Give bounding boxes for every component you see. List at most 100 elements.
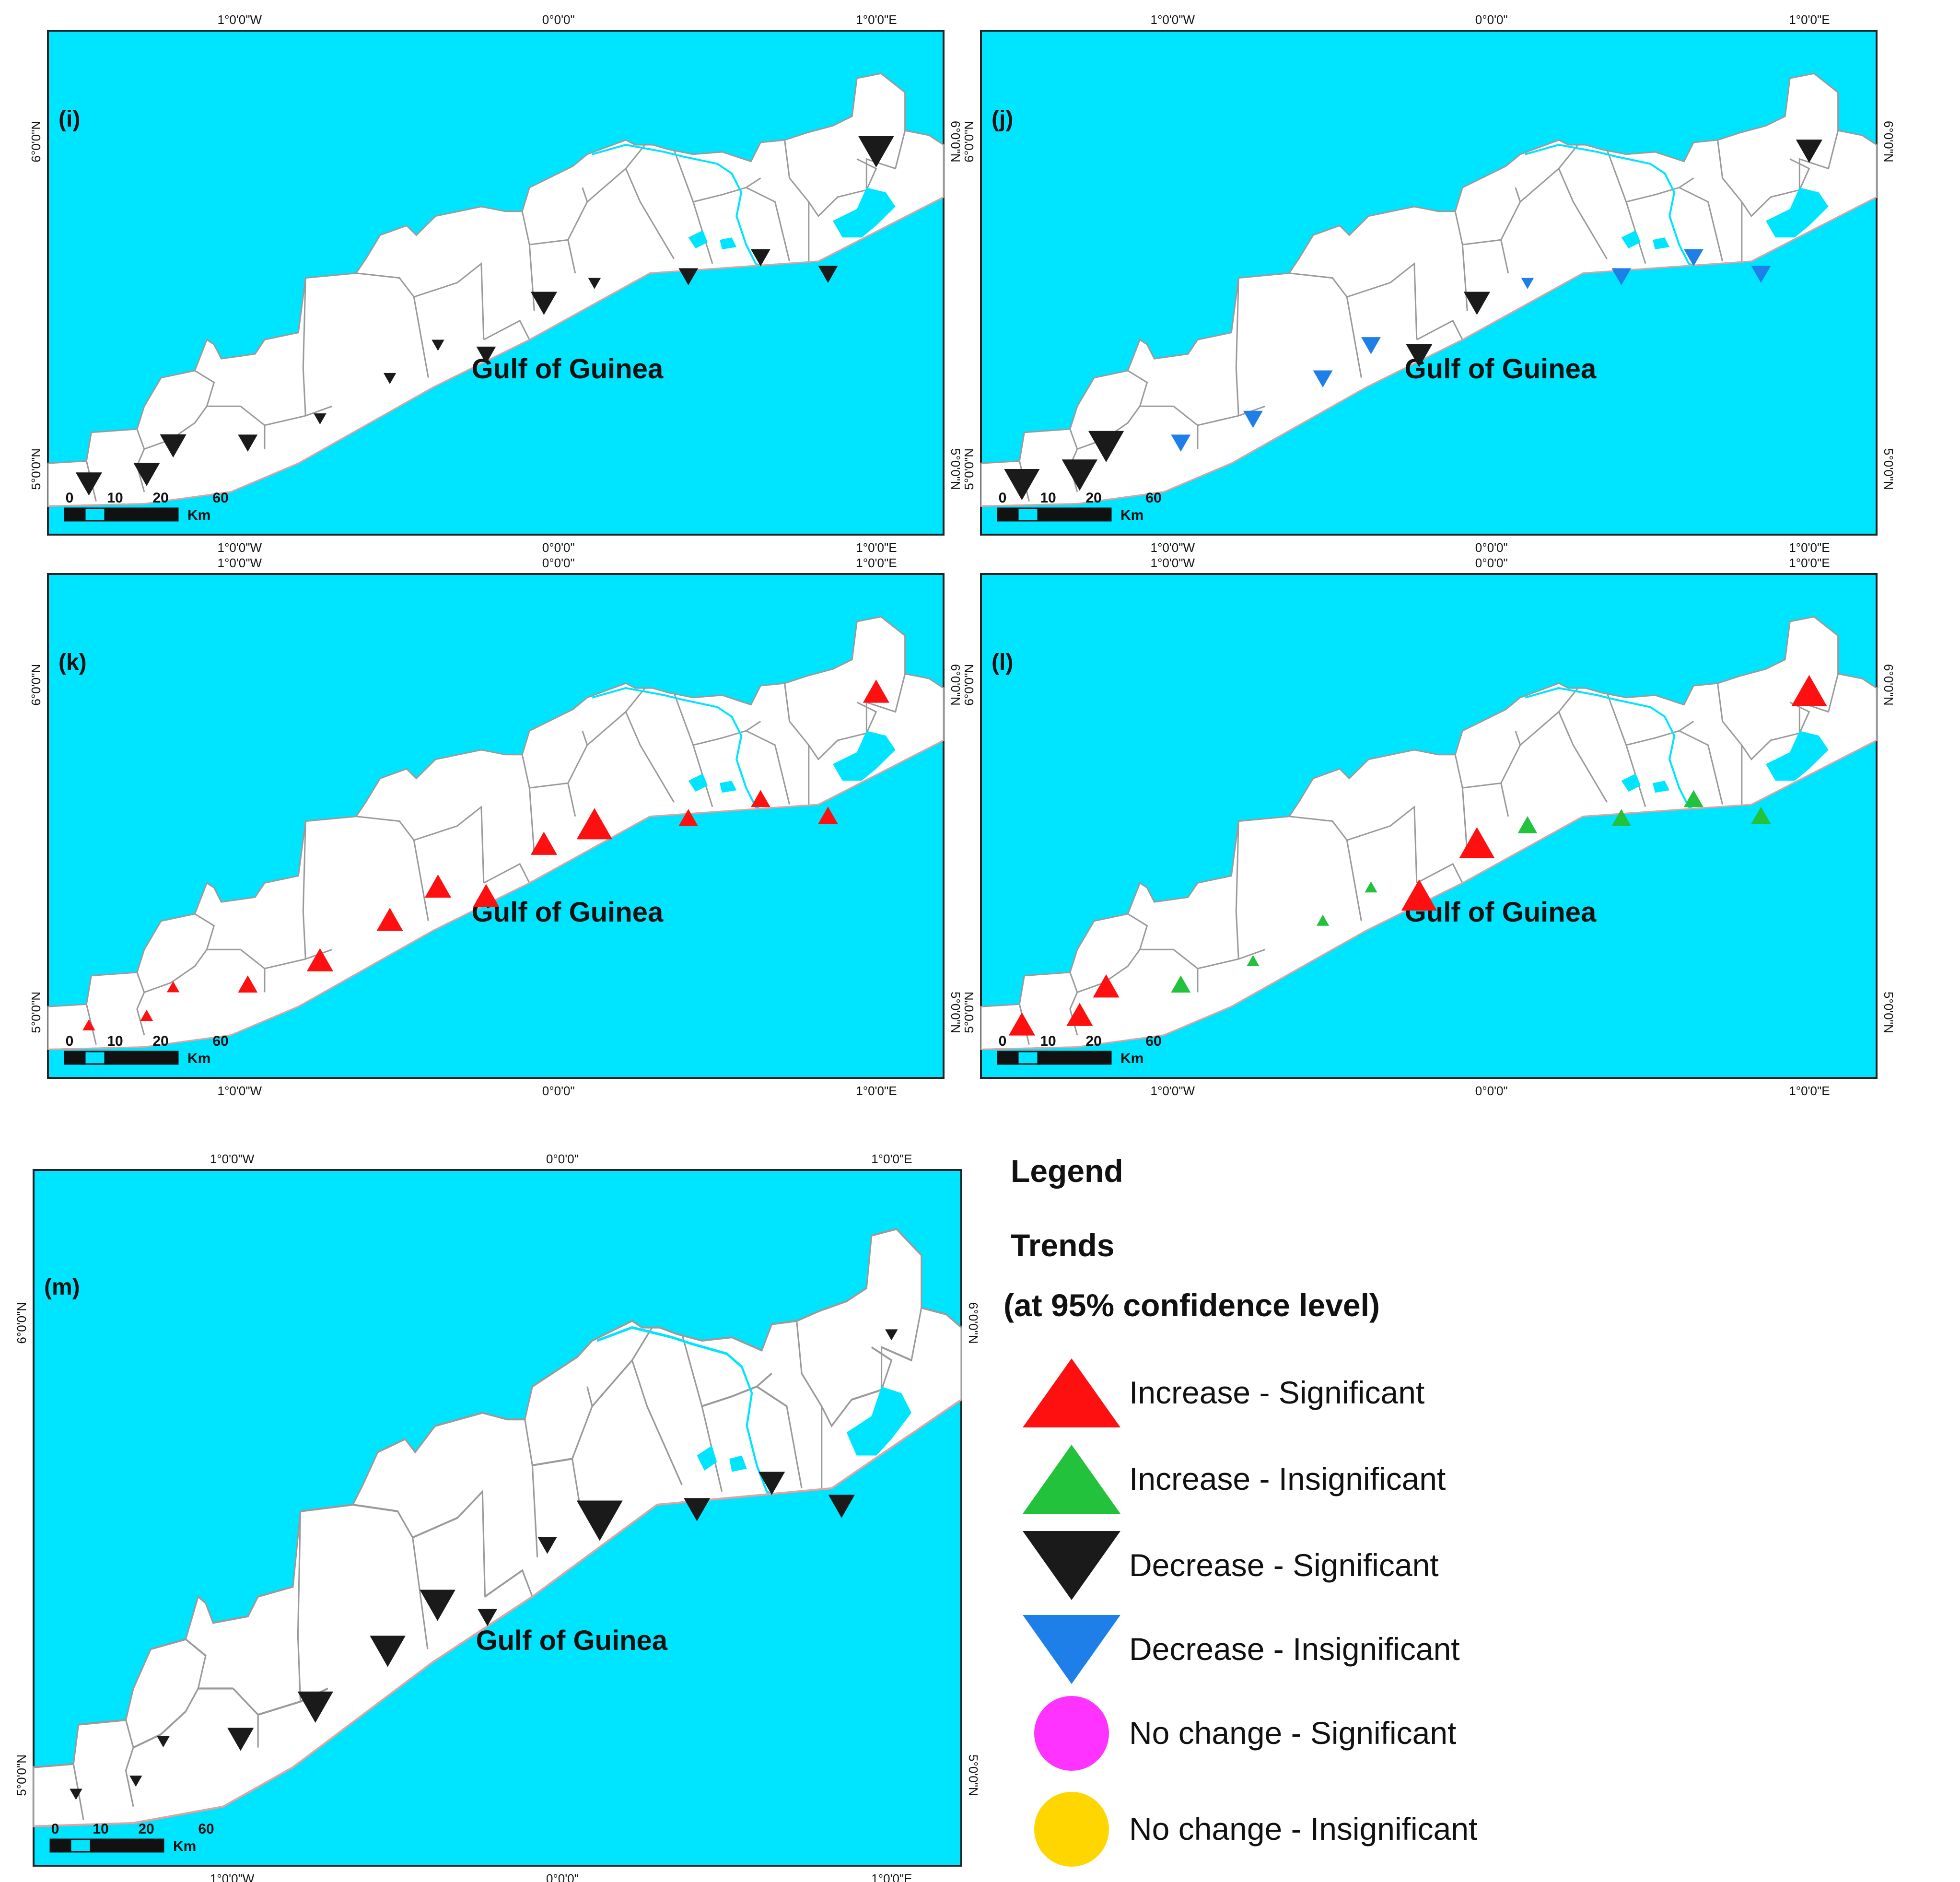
legend: Legend Trends (at 95% confidence level) … xyxy=(1003,1153,1477,1867)
legend-item-label: No change - Insignificant xyxy=(1129,1811,1477,1847)
trend-triangle-down-icon xyxy=(1611,268,1632,286)
trend-triangle-down-icon xyxy=(1796,140,1822,163)
scale-bar-segment xyxy=(49,1838,71,1853)
lon-label-bottom: 1°0'0"W xyxy=(217,540,262,555)
scale-bar-tick-label: 20 xyxy=(152,490,168,506)
lon-label-top: 1°0'0"E xyxy=(871,1152,912,1166)
gulf-of-guinea-label: Gulf of Guinea xyxy=(1405,353,1597,385)
trend-triangle-down-icon xyxy=(530,292,558,315)
trend-triangle-up-icon xyxy=(1093,974,1120,998)
trend-triangle-up-icon xyxy=(750,790,770,807)
legend-item-label: Increase - Insignificant xyxy=(1129,1461,1446,1496)
legend-subtitle: Trends xyxy=(1011,1227,1114,1263)
scale-bar-tick-label: 0 xyxy=(66,1033,74,1049)
trend-triangle-down-icon xyxy=(588,278,601,289)
lat-label-left: 5°0'0"N xyxy=(29,448,43,490)
panel-label: (l) xyxy=(992,650,1013,675)
trend-triangle-up-icon xyxy=(1365,881,1377,893)
scale-bar-tick-label: 10 xyxy=(93,1821,108,1837)
map-panels: 1°0'0"W1°0'0"W0°0'0"0°0'0"1°0'0"E1°0'0"E… xyxy=(14,12,1896,1882)
scale-bar-tick-label: 10 xyxy=(1040,490,1056,506)
trend-triangle-up-icon xyxy=(1066,1003,1093,1026)
scale-bar-segment xyxy=(90,1838,112,1853)
legend-circle-icon xyxy=(1034,1696,1109,1771)
scale-bar-tick-label: 60 xyxy=(212,490,228,506)
trend-triangle-up-icon xyxy=(376,908,403,931)
lon-label-top: 1°0'0"W xyxy=(217,556,262,570)
trend-triangle-down-icon xyxy=(383,373,397,385)
trend-triangle-down-icon xyxy=(684,1498,711,1521)
trend-triangle-down-icon xyxy=(476,346,496,364)
map-panel-k: 1°0'0"W 1°0'0"W 0°0'0" 0°0'0" 1°0'0"E 1°0'0"E… xyxy=(29,556,963,1098)
trend-triangle-down-icon xyxy=(1088,431,1124,462)
scale-bar-segment xyxy=(1037,507,1059,522)
scale-bar-tick-label: 20 xyxy=(1085,1033,1101,1049)
trend-triangle-down-icon xyxy=(858,136,894,168)
scale-bar-tick-label: 20 xyxy=(152,1033,168,1049)
lat-label-left: 6°0'0"N xyxy=(962,664,976,706)
trend-triangle-up-icon xyxy=(473,884,500,907)
trend-triangle-up-icon xyxy=(1401,879,1437,911)
lon-label-top: 1°0'0"W xyxy=(210,1152,255,1166)
trend-triangle-up-icon xyxy=(1751,807,1771,824)
lat-label-left: 5°0'0"N xyxy=(14,1754,29,1796)
gulf-of-guinea-label: Gulf of Guinea xyxy=(1405,897,1597,928)
trend-triangle-up-icon xyxy=(863,679,889,703)
trend-triangle-up-icon xyxy=(140,1009,153,1021)
trend-triangle-up-icon xyxy=(166,981,180,993)
legend-triangle-down-icon xyxy=(1023,1615,1120,1684)
lat-label-right: 5°0'0"N xyxy=(948,992,963,1033)
trend-triangle-down-icon xyxy=(1463,292,1491,315)
scale-bar-unit: Km xyxy=(187,507,210,523)
scale-bar-unit: Km xyxy=(187,1051,210,1066)
trend-triangle-up-icon xyxy=(424,874,452,898)
lon-label-top: 1°0'0"E xyxy=(856,12,897,27)
trend-triangle-down-icon xyxy=(1406,344,1433,367)
lat-label-right: 5°0'0"N xyxy=(948,448,963,490)
scale-bar-tick-label: 60 xyxy=(1145,490,1161,506)
panel-label: (j) xyxy=(992,106,1013,132)
trend-triangle-down-icon xyxy=(157,1736,170,1748)
scale-bar-unit: Km xyxy=(1120,1051,1143,1066)
trend-triangle-up-icon xyxy=(82,1019,95,1030)
trend-triangle-up-icon xyxy=(576,808,613,840)
trend-triangle-down-icon xyxy=(576,1500,623,1541)
scale-bar-segment xyxy=(1037,1051,1059,1065)
scale-bar-tick-label: 60 xyxy=(1145,1033,1161,1049)
lon-label-top: 1°0'0"E xyxy=(856,556,897,570)
trend-triangle-down-icon xyxy=(750,249,770,267)
lon-label-top: 1°0'0"W xyxy=(1150,12,1195,27)
lon-label-bottom: 1°0'0"E xyxy=(1789,540,1830,555)
trend-triangle-down-icon xyxy=(1171,434,1191,452)
trend-triangle-down-icon xyxy=(818,266,838,283)
lon-label-top: 0°0'0" xyxy=(542,556,575,570)
lon-label-bottom: 1°0'0"E xyxy=(856,1084,897,1098)
scale-bar-segment xyxy=(84,507,106,522)
trend-triangle-down-icon xyxy=(678,268,699,286)
gulf-of-guinea-label: Gulf of Guinea xyxy=(472,353,664,385)
trend-triangle-up-icon xyxy=(1791,675,1827,706)
lon-label-bottom: 0°0'0" xyxy=(1475,540,1508,555)
trend-triangle-down-icon xyxy=(1751,266,1771,283)
lon-label-top: 0°0'0" xyxy=(1475,556,1508,570)
lon-label-top: 0°0'0" xyxy=(546,1152,579,1166)
scale-bar-tick-label: 10 xyxy=(107,490,123,506)
scale-bar-segment xyxy=(1017,1051,1039,1065)
trend-triangle-up-icon xyxy=(1247,955,1260,966)
panel-label: (k) xyxy=(58,650,87,675)
scale-bar-segment xyxy=(64,507,86,522)
legend-item-label: No change - Significant xyxy=(1129,1715,1456,1751)
lon-label-bottom: 0°0'0" xyxy=(546,1871,579,1882)
trend-triangle-up-icon xyxy=(1171,975,1191,993)
legend-items: Increase - Significant Increase - Insigni… xyxy=(1023,1358,1477,1867)
map-panel-m: 1°0'0"W 1°0'0"W 0°0'0" 0°0'0" 1°0'0"E 1°0'0"E… xyxy=(14,1152,980,1882)
gulf-of-guinea-label: Gulf of Guinea xyxy=(476,1625,668,1656)
lon-label-bottom: 0°0'0" xyxy=(542,1084,575,1098)
trend-triangle-up-icon xyxy=(1459,827,1495,859)
scale-bar-tick-label: 60 xyxy=(212,1033,228,1049)
legend-item-label: Decrease - Insignificant xyxy=(1129,1631,1460,1667)
scale-bar-segment xyxy=(1057,507,1112,522)
